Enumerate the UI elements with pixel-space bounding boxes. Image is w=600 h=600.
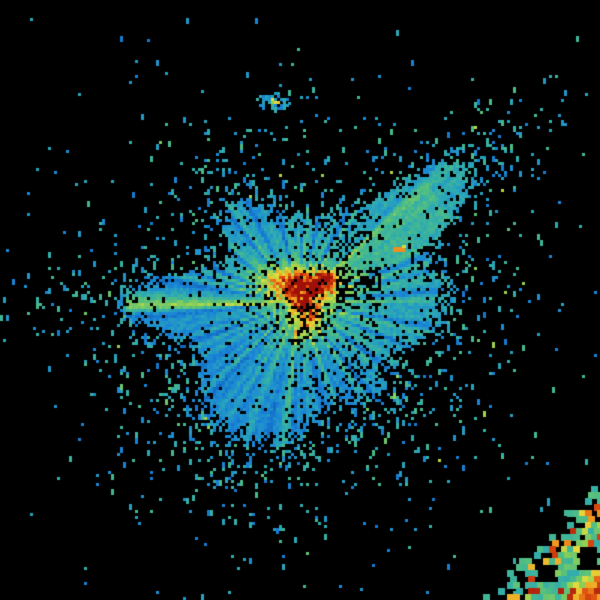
radar-ppi-canvas bbox=[0, 0, 600, 600]
radar-display bbox=[0, 0, 600, 600]
